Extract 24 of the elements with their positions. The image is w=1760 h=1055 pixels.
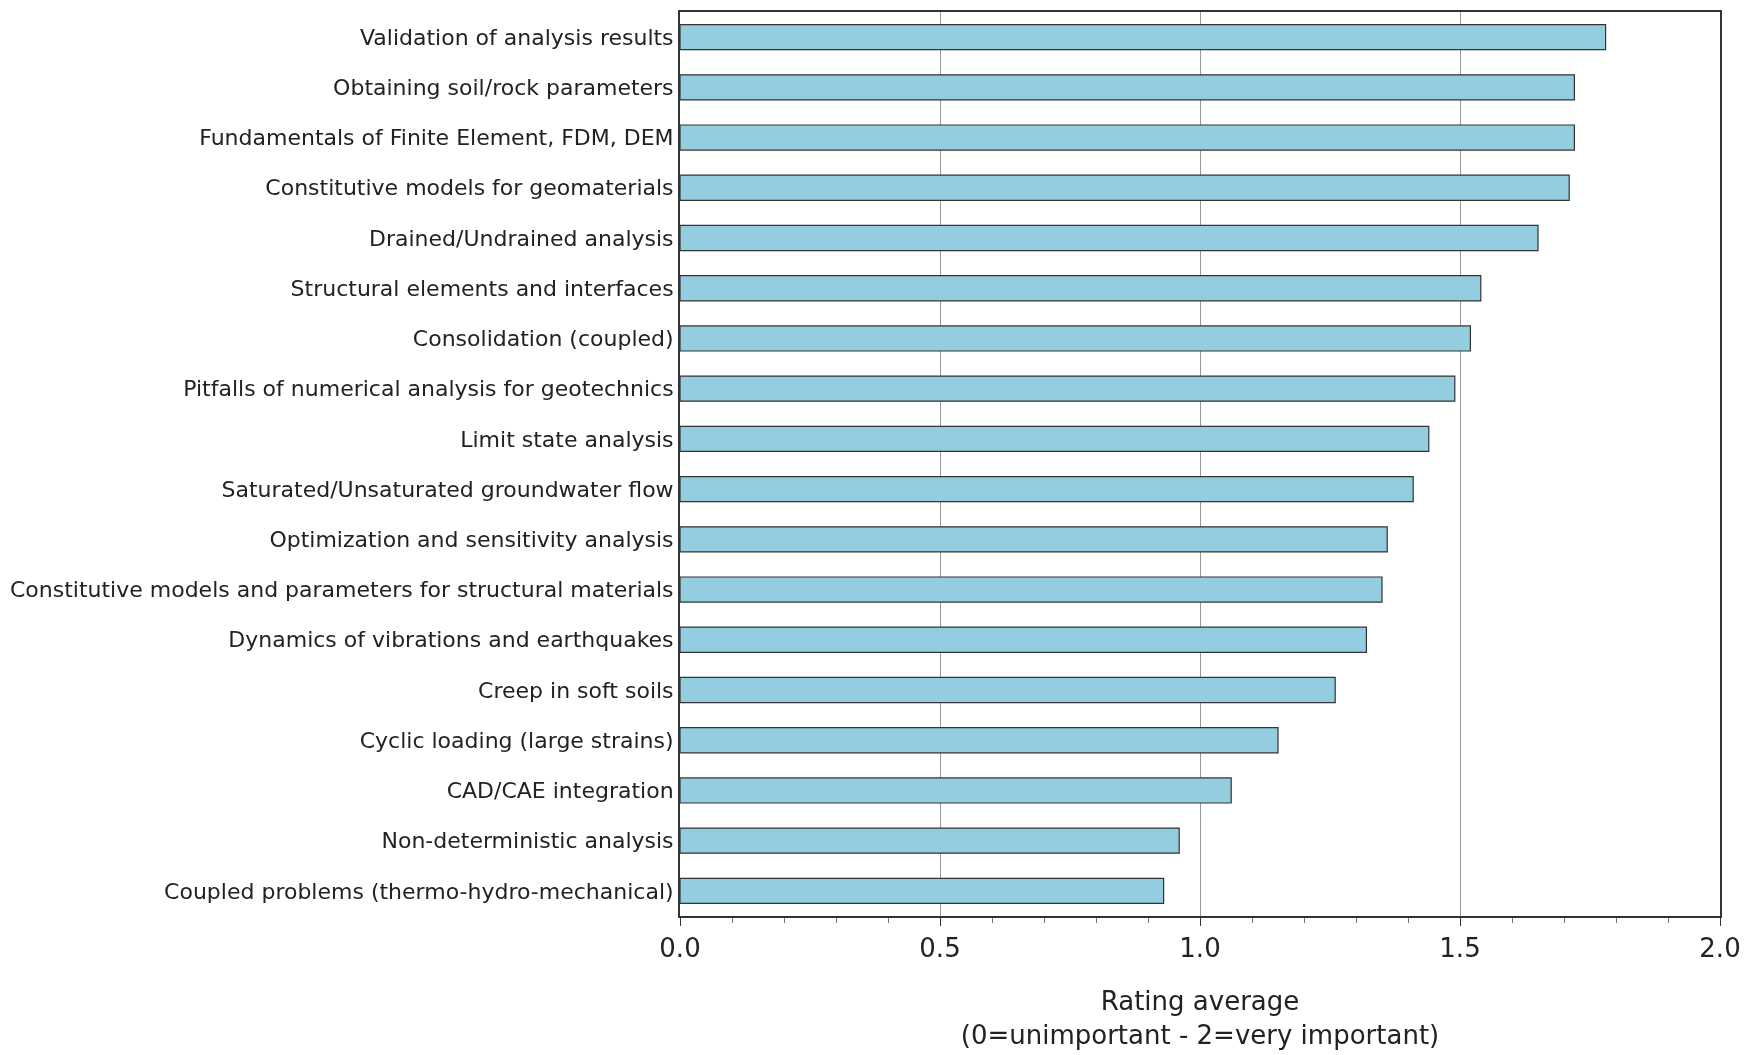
x-tick-label: 2.0 bbox=[1699, 933, 1741, 964]
y-tick-label: Non-deterministic analysis bbox=[381, 828, 674, 854]
y-tick-label: Constitutive models and parameters for structural materials bbox=[9, 577, 674, 603]
y-tick-label: Fundamentals of Finite Element, FDM, DEM bbox=[199, 125, 674, 151]
y-tick-label: Optimization and sensitivity analysis bbox=[269, 527, 674, 553]
y-tick-label: CAD/CAE integration bbox=[446, 778, 674, 804]
y-tick-label: Consolidation (coupled) bbox=[412, 326, 674, 352]
y-tick-label: Structural elements and interfaces bbox=[290, 275, 674, 301]
x-tick-label: 1.0 bbox=[1179, 933, 1221, 964]
y-tick-label: Dynamics of vibrations and earthquakes bbox=[228, 627, 674, 653]
y-tick-label: Drained/Undrained analysis bbox=[368, 225, 674, 251]
y-tick-label: Validation of analysis results bbox=[359, 24, 674, 50]
y-tick-label: Saturated/Unsaturated groundwater flow bbox=[221, 476, 674, 502]
x-axis-title: Rating average (0=unimportant - 2=very important) bbox=[960, 986, 1440, 1051]
y-tick-label: Cyclic loading (large strains) bbox=[359, 727, 674, 753]
y-tick-label: Constitutive models for geomaterials bbox=[265, 175, 674, 201]
y-tick-label: Obtaining soil/rock parameters bbox=[333, 75, 674, 101]
y-tick-label: Limit state analysis bbox=[460, 426, 674, 452]
x-tick-label: 0.5 bbox=[919, 933, 961, 964]
x-tick-label: 1.5 bbox=[1439, 933, 1481, 964]
y-tick-label: Pitfalls of numerical analysis for geotechnics bbox=[183, 376, 674, 402]
y-tick-label: Creep in soft soils bbox=[478, 677, 674, 703]
x-tick-label: 0.0 bbox=[659, 933, 701, 964]
y-tick-label: Coupled problems (thermo-hydro-mechanical) bbox=[164, 878, 674, 904]
